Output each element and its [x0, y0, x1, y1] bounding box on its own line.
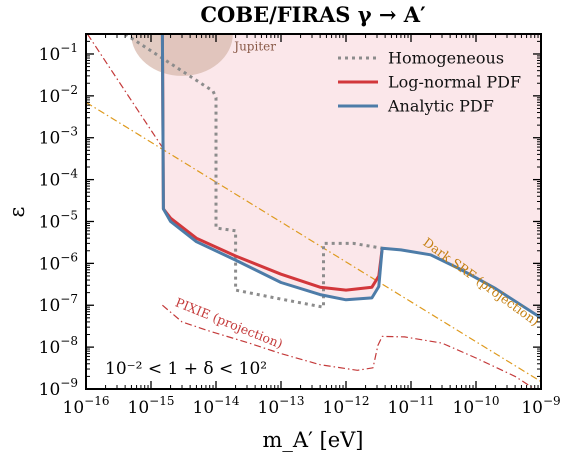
plot-area [86, 34, 541, 389]
y-tick-label: 10−5 [39, 208, 78, 232]
series-layer [86, 34, 541, 389]
series-line-analytic-pdf [160, 34, 541, 320]
y-tick-label: 10−1 [39, 41, 78, 65]
series-line-pixie-projection [162, 304, 536, 389]
y-tick-label: 10−2 [39, 83, 78, 107]
legend-label-analytic-pdf: Analytic PDF [387, 97, 494, 116]
chart-title: COBE/FIRAS γ → A′ [200, 2, 426, 27]
x-tick-label: 10−14 [193, 394, 240, 418]
y-tick-label: 10−9 [39, 376, 78, 400]
y-tick-label: 10−6 [39, 250, 78, 274]
x-tick-label: 10−15 [128, 394, 175, 418]
condition-label: 10⁻² < 1 + δ < 10² [105, 359, 267, 379]
jupiter-label: Jupiter [232, 40, 276, 54]
y-tick-label: 10−8 [39, 334, 78, 358]
y-tick-label: 10−3 [39, 125, 78, 149]
x-axis-label: m_A′ [eV] [262, 428, 363, 452]
y-axis-label: ε [5, 207, 29, 218]
jupiter-region [131, 34, 233, 76]
x-tick-label: 10−12 [323, 394, 370, 418]
legend-label-log-normal-pdf: Log-normal PDF [388, 73, 521, 92]
plot-frame [85, 33, 542, 390]
x-tick-label: 10−11 [388, 394, 435, 418]
axes: 10−16 10−15 10−14 10−13 10−12 10−11 10−10 10−9 1… [39, 34, 561, 418]
y-tick-label: 10−7 [39, 292, 78, 316]
x-tick-label: 10−13 [258, 394, 305, 418]
x-tick-label: 10−9 [521, 394, 560, 418]
x-tick-label: 10−10 [453, 394, 500, 418]
x-tick-label: 10−16 [63, 394, 110, 418]
series-line-diagonal-bound [86, 34, 165, 151]
series-line-homogeneous [124, 34, 383, 309]
legend: Homogeneous Log-normal PDF Analytic PDF [338, 49, 521, 116]
y-tick-label: 10−4 [39, 167, 79, 191]
legend-label-homogeneous: Homogeneous [388, 49, 504, 68]
excluded-region-fill [162, 34, 541, 318]
